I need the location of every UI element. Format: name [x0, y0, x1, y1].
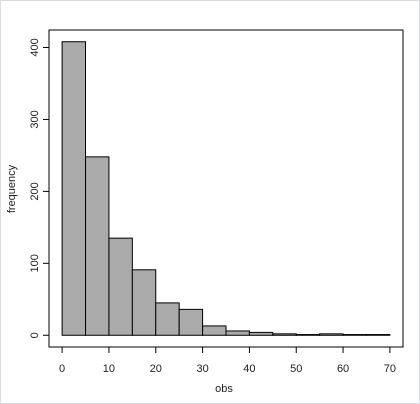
bar	[225, 330, 250, 336]
x-tick-label: 50	[290, 363, 302, 375]
bar	[365, 334, 391, 336]
x-axis-label: obs	[215, 383, 233, 395]
bar	[131, 269, 157, 336]
y-tick-label: 200	[29, 182, 41, 200]
x-tick-label: 20	[150, 363, 162, 375]
bar	[85, 156, 110, 336]
bar	[178, 308, 204, 336]
y-axis-label: frequency	[6, 164, 18, 213]
y-tick-label: 300	[29, 110, 41, 128]
x-tick-label: 0	[59, 363, 65, 375]
bar	[248, 331, 274, 336]
y-tick-label: 100	[29, 254, 41, 272]
bar	[108, 237, 133, 336]
bar	[295, 334, 321, 336]
bar	[319, 333, 344, 336]
plot-box	[48, 29, 404, 348]
x-tick-label: 60	[337, 363, 349, 375]
x-tick-label: 40	[243, 363, 255, 375]
y-tick-label: 400	[29, 38, 41, 56]
bar	[61, 41, 87, 336]
bar	[342, 334, 367, 336]
x-tick-label: 10	[103, 363, 115, 375]
bar	[272, 333, 297, 336]
bar	[202, 325, 227, 336]
x-tick-label: 70	[384, 363, 396, 375]
bar	[155, 302, 180, 336]
x-tick-label: 30	[196, 363, 208, 375]
y-tick-label: 0	[29, 332, 41, 338]
